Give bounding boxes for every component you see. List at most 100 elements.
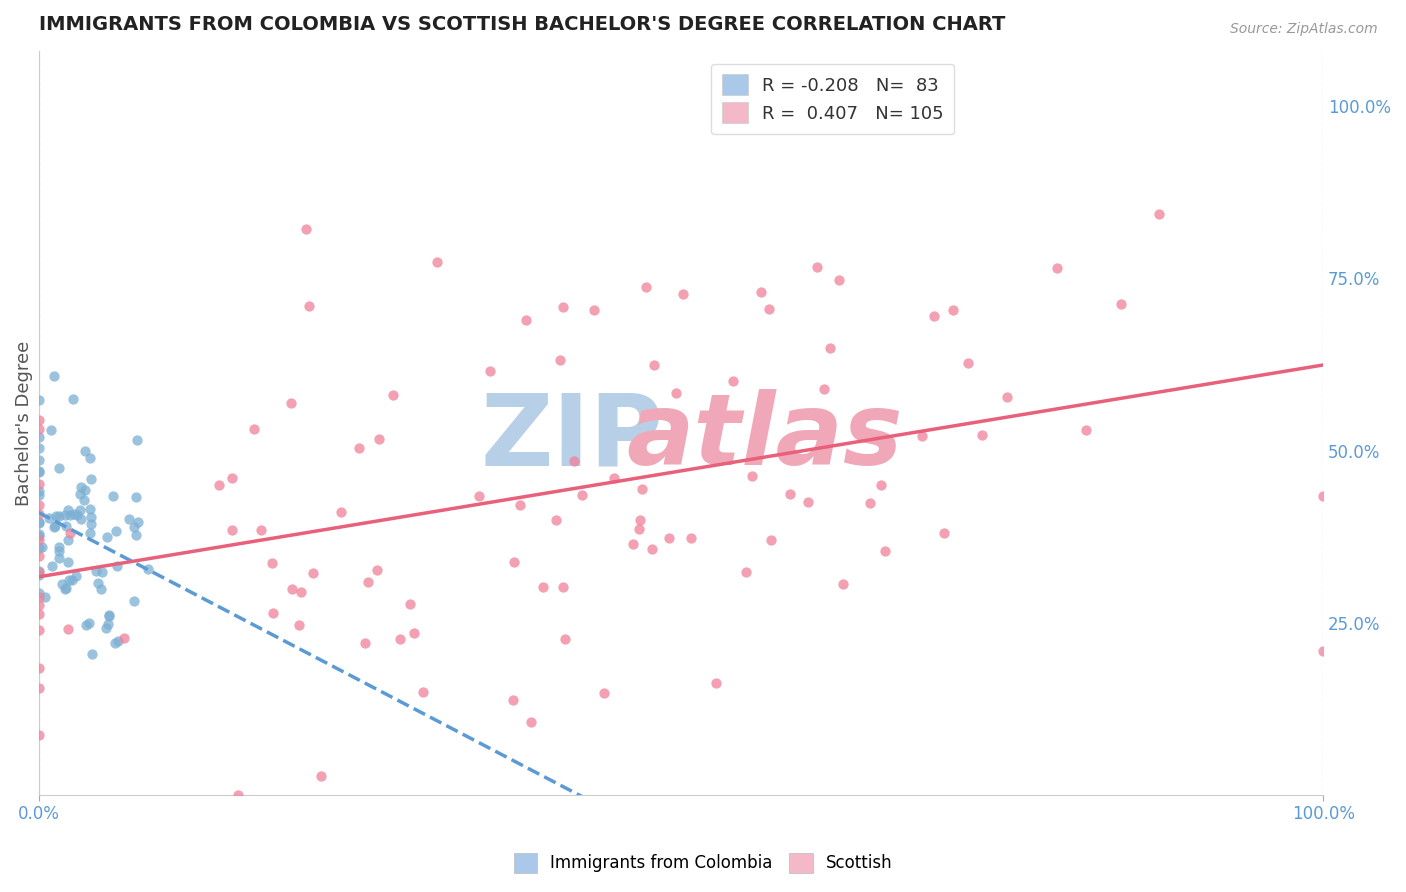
Point (548, 352, 571, 367)
Point (122, 594, 145, 608)
Point (80, 509, 103, 524)
Point (796, 495, 818, 509)
Point (27, 527, 49, 541)
Point (924, 309, 946, 323)
Point (27, 465, 49, 479)
Point (813, 382, 835, 396)
Text: Source: ZipAtlas.com: Source: ZipAtlas.com (1230, 22, 1378, 37)
Point (859, 496, 882, 510)
Point (27, 568, 49, 582)
Point (59, 526, 82, 541)
Point (1109, 297, 1132, 311)
Point (329, 505, 352, 519)
Point (820, 341, 842, 355)
Point (602, 471, 624, 485)
Point (630, 482, 652, 496)
Point (91, 565, 114, 579)
Point (58, 533, 80, 547)
Point (27, 516, 49, 530)
Point (80, 472, 103, 486)
Point (62, 392, 84, 406)
Point (479, 364, 502, 378)
Point (995, 390, 1018, 404)
Point (27, 515, 49, 529)
Point (1312, 643, 1334, 657)
Point (260, 557, 283, 571)
Point (426, 255, 449, 269)
Point (301, 566, 323, 580)
Point (221, 523, 243, 537)
Point (27, 607, 49, 621)
Text: atlas: atlas (626, 389, 903, 486)
Point (96, 530, 118, 544)
Point (75, 618, 97, 632)
Point (58, 573, 80, 587)
Point (79, 501, 101, 516)
Point (65, 569, 87, 583)
Point (27, 529, 49, 543)
Point (873, 543, 896, 558)
Point (34, 590, 56, 604)
Legend: R = -0.208   N=  83, R =  0.407   N= 105: R = -0.208 N= 83, R = 0.407 N= 105 (711, 63, 955, 134)
Point (571, 488, 593, 502)
Point (1312, 489, 1334, 503)
Point (79, 526, 101, 541)
Point (735, 565, 758, 579)
Point (515, 313, 537, 327)
Point (226, 788, 249, 802)
Point (27, 508, 49, 522)
Point (366, 562, 388, 576)
Point (27, 483, 49, 498)
Point (208, 477, 231, 491)
Point (389, 632, 412, 646)
Point (104, 524, 127, 538)
Point (80, 516, 103, 531)
Point (77, 616, 100, 631)
Point (63, 508, 86, 522)
Point (956, 356, 979, 370)
Point (665, 386, 688, 401)
Point (27, 488, 49, 502)
Point (80, 648, 103, 662)
Point (55, 582, 77, 597)
Point (48, 544, 70, 558)
Point (640, 541, 662, 556)
Point (90, 582, 112, 596)
Point (412, 684, 434, 698)
Point (398, 597, 420, 611)
Point (27, 453, 49, 467)
Point (27, 422, 49, 436)
Point (84, 564, 107, 578)
Point (593, 685, 616, 699)
Point (27, 590, 49, 604)
Point (28, 477, 51, 491)
Point (73, 492, 96, 507)
Point (27, 564, 49, 578)
Point (27, 441, 49, 455)
Point (27, 498, 49, 512)
Point (38, 511, 60, 525)
Point (125, 528, 148, 542)
Point (27, 598, 49, 612)
Point (741, 469, 763, 483)
Point (671, 286, 693, 301)
Point (48, 540, 70, 554)
Legend: Immigrants from Colombia, Scottish: Immigrants from Colombia, Scottish (506, 847, 900, 880)
Point (502, 693, 524, 707)
Point (643, 359, 665, 373)
Point (70, 512, 93, 526)
Text: ZIP: ZIP (481, 389, 664, 486)
Y-axis label: Bachelor's Degree: Bachelor's Degree (15, 341, 32, 506)
Point (125, 491, 148, 505)
Point (290, 585, 312, 599)
Point (122, 520, 145, 534)
Point (531, 581, 554, 595)
Point (759, 533, 782, 547)
Point (806, 260, 828, 274)
Point (55, 518, 77, 533)
Point (288, 618, 311, 632)
Point (97, 616, 120, 631)
Point (911, 429, 934, 443)
Point (280, 396, 302, 410)
Point (127, 516, 149, 530)
